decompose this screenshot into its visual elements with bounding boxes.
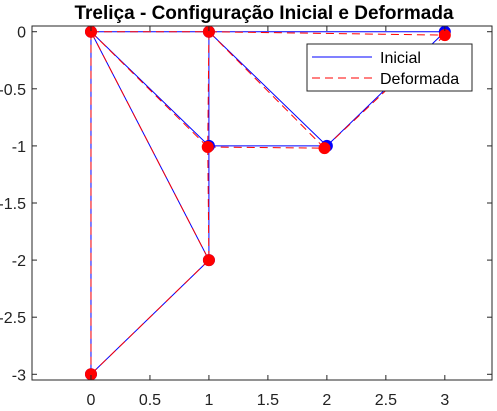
y-tick-label-6: -3 <box>12 367 26 384</box>
member-inicial-4 <box>208 31 328 147</box>
x-tick-label-1: 0.5 <box>139 392 161 409</box>
x-tick-label-4: 2 <box>322 392 331 409</box>
node-deformada-2 <box>438 29 451 42</box>
member-deformada-2 <box>90 31 209 148</box>
member-deformada-4 <box>208 31 325 149</box>
member-deformada-1 <box>208 31 445 36</box>
legend-label-deformada: Deformada <box>380 71 459 88</box>
member-deformada-3 <box>207 31 210 148</box>
node-deformada-3 <box>201 141 214 154</box>
legend-box <box>306 43 473 92</box>
x-tick-label-2: 1 <box>204 392 213 409</box>
y-tick-label-2: -1 <box>12 139 26 156</box>
legend-label-inicial: Inicial <box>380 50 421 67</box>
node-deformada-5 <box>202 254 215 267</box>
members-layer <box>90 31 446 375</box>
x-tick-label-5: 2.5 <box>375 392 397 409</box>
node-deformada-4 <box>318 142 331 155</box>
x-tick-label-0: 0 <box>87 392 96 409</box>
chart-title: Treliça - Configuração Inicial e Deforma… <box>74 3 453 24</box>
y-tick-label-0: 0 <box>17 25 26 42</box>
x-tick-label-3: 1.5 <box>257 392 279 409</box>
member-deformada-9 <box>90 259 210 375</box>
legend: Inicial Deformada <box>306 43 473 92</box>
x-tick-label-6: 3 <box>440 392 449 409</box>
member-deformada-8 <box>90 31 210 261</box>
y-tick-label-4: -2 <box>12 253 26 270</box>
y-tick-label-3: -1.5 <box>0 196 26 213</box>
member-deformada-5 <box>207 146 325 149</box>
ticks-layer: 0 0.5 1 1.5 2 2.5 3 0 -0.5 -1 -1.5 -2 -2.5 -3 <box>0 25 492 409</box>
y-tick-label-5: -2.5 <box>0 310 26 327</box>
member-deformada-7 <box>207 147 210 261</box>
y-tick-label-1: -0.5 <box>0 82 26 99</box>
nodes-layer <box>84 25 451 381</box>
